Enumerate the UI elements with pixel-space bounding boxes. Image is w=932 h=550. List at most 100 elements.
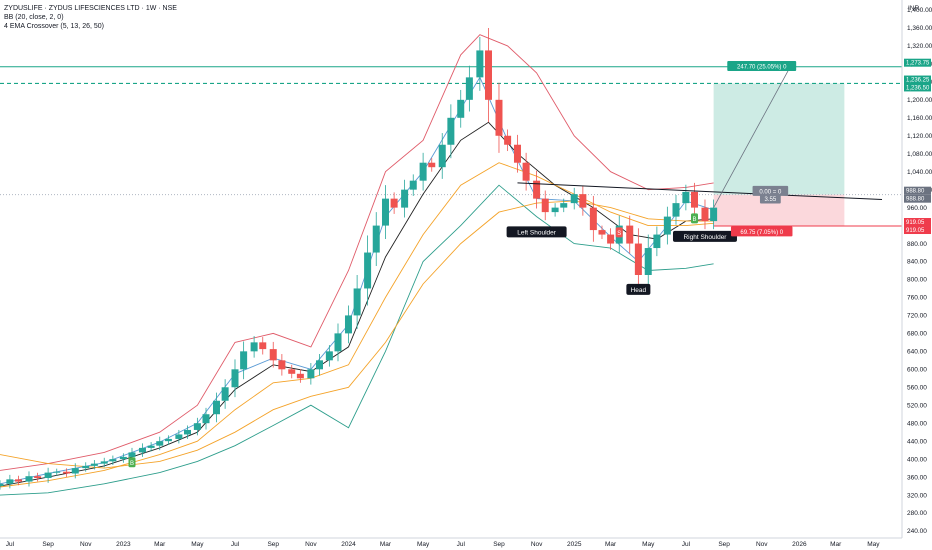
candle-body[interactable]: [626, 225, 634, 244]
candle-body[interactable]: [409, 180, 417, 190]
candle-body[interactable]: [419, 162, 427, 181]
candle-body[interactable]: [653, 234, 661, 249]
candle-body[interactable]: [364, 252, 372, 289]
projection-line[interactable]: [713, 69, 790, 208]
candle-body[interactable]: [259, 342, 267, 350]
signal-label[interactable]: B: [130, 461, 134, 467]
candle-body[interactable]: [710, 207, 718, 222]
candle-body[interactable]: [598, 230, 606, 235]
candle-body[interactable]: [372, 225, 380, 253]
candle-body[interactable]: [90, 463, 98, 466]
annotation-label[interactable]: Right Shoulder: [683, 234, 727, 241]
candle-body[interactable]: [504, 135, 512, 145]
series-bb-upper[interactable]: [0, 34, 714, 471]
candle-body[interactable]: [476, 50, 484, 78]
neckline[interactable]: [517, 182, 883, 201]
candle-body[interactable]: [484, 50, 492, 100]
candle-body[interactable]: [34, 476, 42, 479]
candle-body[interactable]: [193, 423, 201, 430]
candle-body[interactable]: [551, 207, 559, 213]
annotation-box[interactable]: [626, 283, 651, 295]
series-ema-13[interactable]: [0, 121, 714, 487]
candle-body[interactable]: [682, 191, 690, 204]
candle-body[interactable]: [138, 447, 146, 453]
symbol-title[interactable]: ZYDUSLIFE · ZYDUS LIFESCIENCES LTD · 1W …: [4, 5, 177, 12]
annotation-label[interactable]: Left Shoulder: [517, 229, 557, 236]
candle-body[interactable]: [109, 459, 117, 462]
signal-mark[interactable]: [615, 227, 623, 238]
candle-body[interactable]: [344, 315, 352, 334]
candle-body[interactable]: [663, 216, 671, 235]
candle-body[interactable]: [438, 144, 446, 168]
candle-body[interactable]: [390, 198, 398, 208]
target-zone[interactable]: [713, 83, 845, 195]
candle-body[interactable]: [447, 117, 455, 145]
candle-body[interactable]: [589, 207, 597, 231]
candle-body[interactable]: [296, 373, 304, 379]
candle-body[interactable]: [334, 333, 342, 352]
candle-body[interactable]: [53, 471, 61, 473]
candle-body[interactable]: [0, 483, 4, 487]
candle-body[interactable]: [202, 414, 210, 424]
candle-body[interactable]: [560, 203, 568, 208]
candle-body[interactable]: [288, 369, 296, 374]
candle-body[interactable]: [644, 248, 652, 275]
candle-body[interactable]: [231, 369, 239, 388]
candle-body[interactable]: [44, 472, 52, 479]
bb-indicator-label[interactable]: BB (20, close, 2, 0): [4, 14, 64, 21]
candle-body[interactable]: [250, 342, 258, 352]
candle-body[interactable]: [119, 456, 127, 460]
candle-body[interactable]: [570, 194, 578, 204]
annotation-label[interactable]: Head: [631, 287, 647, 294]
candle-body[interactable]: [579, 194, 587, 208]
candle-body[interactable]: [128, 452, 136, 457]
candle-body[interactable]: [325, 351, 333, 361]
signal-label[interactable]: S: [617, 231, 621, 237]
candle-body[interactable]: [315, 360, 323, 370]
series-ema-26[interactable]: [0, 162, 714, 488]
candle-body[interactable]: [269, 349, 277, 361]
candle-body[interactable]: [465, 77, 473, 100]
candle-body[interactable]: [634, 243, 642, 275]
candle-body[interactable]: [71, 468, 79, 474]
candle-body[interactable]: [428, 162, 436, 168]
candle-body[interactable]: [353, 288, 361, 316]
series-bb-lower[interactable]: [0, 184, 714, 496]
candle-body[interactable]: [147, 445, 155, 448]
candle-body[interactable]: [212, 400, 220, 415]
annotation-box[interactable]: [506, 226, 567, 238]
candle-body[interactable]: [607, 234, 615, 244]
candle-body[interactable]: [278, 360, 286, 370]
candle-body[interactable]: [175, 434, 183, 439]
candle-body[interactable]: [401, 189, 409, 208]
candle-body[interactable]: [672, 203, 680, 217]
candle-body[interactable]: [25, 476, 33, 482]
candle-body[interactable]: [63, 471, 71, 474]
signal-mark[interactable]: [128, 457, 136, 468]
signal-label[interactable]: B: [692, 217, 696, 223]
series-ema-50[interactable]: [0, 200, 714, 469]
candle-body[interactable]: [381, 198, 389, 226]
candle-body[interactable]: [164, 438, 172, 442]
candle-body[interactable]: [156, 441, 164, 446]
candle-body[interactable]: [513, 144, 521, 163]
candle-body[interactable]: [533, 180, 541, 199]
candle-body[interactable]: [495, 99, 503, 136]
candle-body[interactable]: [701, 207, 709, 222]
candle-body[interactable]: [6, 479, 14, 484]
signal-mark[interactable]: [690, 213, 698, 224]
candle-body[interactable]: [307, 369, 315, 379]
candle-body[interactable]: [541, 198, 549, 213]
annotation-box[interactable]: [672, 230, 737, 242]
candle-body[interactable]: [82, 465, 90, 469]
candle-body[interactable]: [457, 99, 465, 118]
candle-body[interactable]: [184, 429, 192, 435]
candle-body[interactable]: [240, 351, 248, 370]
candle-body[interactable]: [221, 387, 229, 401]
candle-body[interactable]: [690, 191, 698, 208]
ema-indicator-label[interactable]: 4 EMA Crossover (5, 13, 26, 50): [4, 23, 104, 30]
candle-body[interactable]: [15, 479, 23, 482]
candle-body[interactable]: [522, 162, 530, 181]
candle-body[interactable]: [100, 461, 108, 464]
